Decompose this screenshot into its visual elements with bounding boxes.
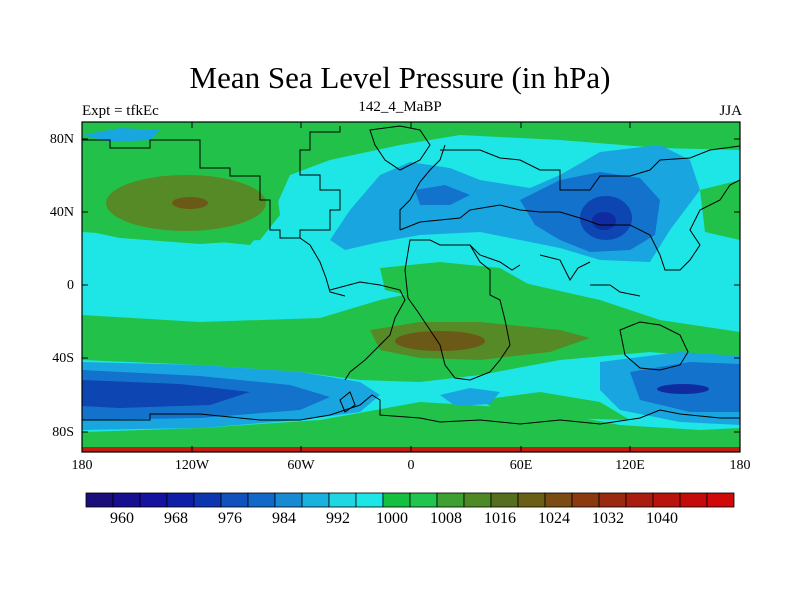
colorbar-label: 1040 xyxy=(646,510,678,527)
coastline-greenland xyxy=(369,125,431,171)
coastline-antarctica xyxy=(82,394,740,425)
ytick-label: 40N xyxy=(49,205,74,220)
coastline-antarctic-peninsula xyxy=(339,391,356,413)
coastline-africa xyxy=(404,239,511,381)
colorbar-swatch xyxy=(571,492,600,508)
colorbar-swatch xyxy=(301,492,330,508)
colorbar-label: 1032 xyxy=(592,510,624,527)
field-green-sa xyxy=(480,392,630,420)
xtick-label: 180 xyxy=(729,458,751,473)
colorbar-swatch xyxy=(625,492,654,508)
colorbar-label: 976 xyxy=(218,510,242,527)
xtick-label: 60E xyxy=(509,458,533,473)
colorbar-label: 968 xyxy=(164,510,188,527)
ytick-label: 80N xyxy=(49,132,74,147)
field-green-east-lobe xyxy=(700,180,740,240)
field-brown-npacific xyxy=(172,197,208,209)
colorbar-swatch xyxy=(166,492,195,508)
colorbar-label: 1008 xyxy=(430,510,462,527)
colorbar-swatch xyxy=(544,492,573,508)
coastline-arabia xyxy=(469,244,521,271)
ytick-label: 0 xyxy=(67,278,74,293)
field-green-africa xyxy=(380,262,530,302)
colorbar-swatch xyxy=(382,492,411,508)
field-darkblue-so-west xyxy=(82,380,250,408)
field-navy-so-east xyxy=(657,384,709,394)
xtick-label: 60W xyxy=(287,458,315,473)
colorbar-swatch xyxy=(517,492,546,508)
coastline-indonesia xyxy=(590,284,641,297)
field-green-southern-rim xyxy=(82,402,740,452)
colorbar-swatch xyxy=(139,492,168,508)
xtick-label: 0 xyxy=(407,458,415,473)
coastline-europe xyxy=(399,144,446,230)
coastline-siberia xyxy=(440,145,740,191)
xtick-label: 120W xyxy=(174,458,210,473)
coastline-india xyxy=(539,254,591,281)
colorbar-swatch xyxy=(274,492,303,508)
colorbar-swatch xyxy=(409,492,438,508)
field-blue-greenland xyxy=(82,128,160,142)
colorbar-swatch xyxy=(328,492,357,508)
colorbar-swatch xyxy=(247,492,276,508)
colorbar-swatch xyxy=(463,492,492,508)
center-string: 142_4_MaBP xyxy=(358,99,442,115)
colorbar-label: 984 xyxy=(272,510,296,527)
field-blue-atlantic xyxy=(415,185,470,205)
colorbar-swatch xyxy=(355,492,384,508)
coastline-south-america xyxy=(329,281,406,381)
coastline-north-america xyxy=(82,126,341,239)
ytick-label: 80S xyxy=(52,425,74,440)
xtick-label: 120E xyxy=(615,458,645,473)
coastline-central-america xyxy=(299,237,346,297)
colorbar-swatch xyxy=(598,492,627,508)
coastline-eurasia xyxy=(399,179,740,271)
field-brown-southatlantic xyxy=(395,331,485,351)
colorbar-label: 1016 xyxy=(484,510,516,527)
colorbar-swatch xyxy=(193,492,222,508)
field-lightblue-southatlantic xyxy=(440,388,500,406)
colorbar-label: 1000 xyxy=(376,510,408,527)
colorbar-swatch xyxy=(679,492,708,508)
colorbar-label: 1024 xyxy=(538,510,570,527)
colorbar-swatch xyxy=(220,492,249,508)
colorbar-swatch xyxy=(85,492,114,508)
left-string: Expt = tfkEc xyxy=(82,103,159,119)
ytick-label: 40S xyxy=(52,351,74,366)
xtick-label: 180 xyxy=(71,458,93,473)
plot-title: Mean Sea Level Pressure (in hPa) xyxy=(189,60,611,95)
coastline-australia xyxy=(619,321,689,371)
colorbar-swatch xyxy=(112,492,141,508)
right-string: JJA xyxy=(719,103,742,119)
colorbar-swatch xyxy=(652,492,681,508)
colorbar-label: 992 xyxy=(326,510,350,527)
colorbar-label: 960 xyxy=(110,510,134,527)
colorbar-swatch xyxy=(490,492,519,508)
colorbar-swatch xyxy=(436,492,465,508)
colorbar-swatch xyxy=(706,492,735,508)
